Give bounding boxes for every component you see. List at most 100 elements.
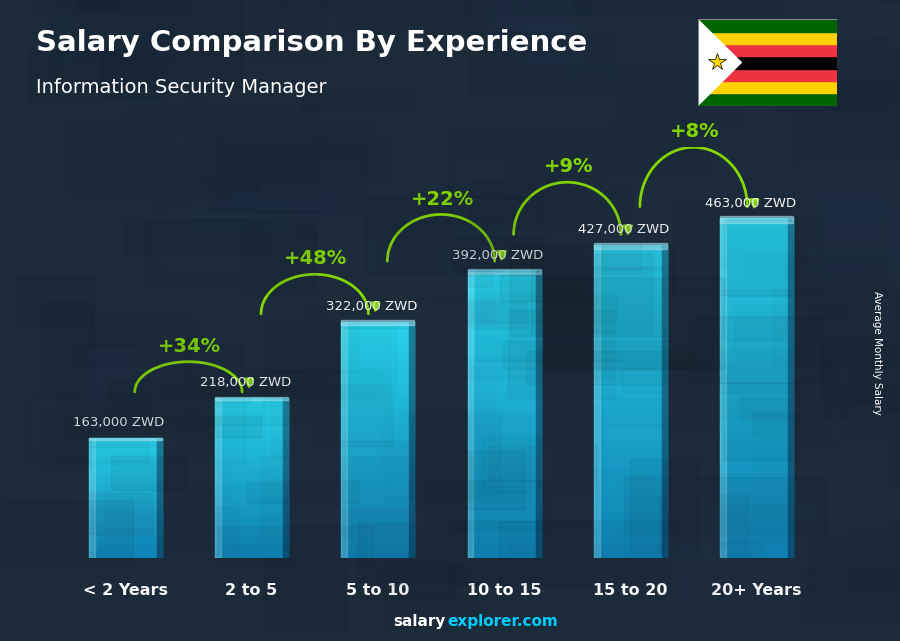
Bar [341,504,415,506]
Bar [467,508,541,510]
Bar [475,267,665,362]
Bar [157,459,162,460]
Bar [837,79,900,108]
Bar [215,472,288,474]
Bar [489,446,596,479]
Bar [698,19,837,31]
Bar [662,305,667,308]
Bar [410,426,415,427]
Bar [720,445,794,447]
Bar [788,352,794,354]
Bar [88,503,162,504]
Bar [467,510,541,512]
Bar [88,531,162,532]
Bar [284,461,288,462]
Bar [536,492,541,494]
Bar [88,515,162,516]
Bar [467,341,541,343]
Bar [594,464,667,466]
Bar [157,491,162,492]
Bar [42,412,91,469]
Text: +8%: +8% [670,122,719,142]
Bar [467,453,541,454]
Bar [788,361,794,363]
Bar [467,345,541,347]
Bar [720,386,794,388]
Bar [185,108,338,136]
Bar [798,115,900,141]
Text: Average Monthly Salary: Average Monthly Salary [872,290,883,415]
Bar [594,287,667,288]
Bar [467,531,541,533]
Bar [410,528,415,529]
Bar [215,487,288,488]
Bar [341,408,415,410]
Bar [284,440,288,442]
Bar [536,527,541,529]
Bar [662,418,667,420]
Bar [215,542,288,543]
Bar [788,433,794,436]
Bar [215,538,288,540]
Bar [788,370,794,372]
Bar [536,529,541,531]
Bar [662,295,667,297]
Bar [157,499,162,501]
Bar [662,274,667,276]
Bar [467,552,541,554]
Bar [594,422,667,424]
Bar [662,358,667,360]
Bar [215,526,288,527]
Bar [284,526,288,527]
Bar [662,416,667,418]
Bar [752,413,831,435]
Bar [410,333,415,335]
Bar [284,430,288,431]
Bar [720,219,726,558]
Bar [536,332,541,334]
Bar [88,449,162,450]
Bar [410,413,415,415]
Bar [341,430,415,432]
Bar [716,442,840,467]
Bar [284,467,288,468]
Bar [341,372,415,374]
Bar [284,448,288,449]
Bar [536,389,541,391]
Bar [467,433,541,435]
Bar [88,538,162,539]
Bar [594,524,667,526]
Bar [720,438,794,440]
Bar [720,288,794,291]
Bar [536,286,541,288]
Bar [467,523,541,525]
Bar [341,539,415,540]
Bar [526,128,708,176]
Bar [341,476,415,478]
Bar [720,417,794,420]
Bar [88,525,162,526]
Bar [157,468,162,469]
Bar [536,433,541,435]
Bar [788,506,794,508]
Bar [851,333,900,402]
Bar [594,433,667,435]
Bar [850,526,900,616]
Bar [720,533,794,535]
Bar [410,463,415,465]
Bar [662,405,667,408]
Bar [720,469,794,472]
Bar [88,532,162,533]
Bar [788,451,794,454]
Bar [88,498,162,499]
Bar [215,515,288,516]
Bar [88,483,162,485]
Bar [467,364,541,366]
Bar [662,541,667,543]
Bar [802,278,900,303]
Bar [467,315,541,317]
Bar [536,437,541,439]
Bar [415,451,526,509]
Bar [662,470,667,472]
Bar [467,391,541,393]
